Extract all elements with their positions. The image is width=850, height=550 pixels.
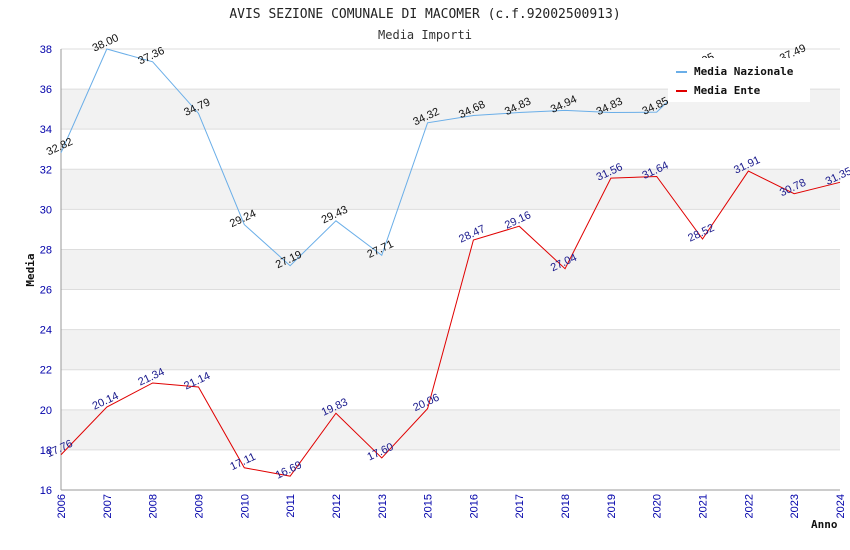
legend: Media Nazionale Media Ente <box>668 58 810 102</box>
x-tick-label: 2021 <box>698 494 710 518</box>
y-tick-label: 18 <box>40 445 52 457</box>
x-tick-label: 2008 <box>148 494 160 518</box>
legend-label-media-ente: Media Ente <box>694 84 761 97</box>
x-tick-label: 2020 <box>652 494 664 518</box>
y-tick-label: 22 <box>40 365 52 377</box>
y-tick-label: 36 <box>40 84 52 96</box>
grid-bands <box>61 89 840 450</box>
x-tick-label: 2013 <box>377 494 389 518</box>
data-label: 37.36 <box>136 45 166 68</box>
x-tick-label: 2011 <box>285 494 297 518</box>
x-axis-label: Anno <box>811 518 838 531</box>
y-tick-label: 28 <box>40 244 52 256</box>
data-label: 20.14 <box>91 390 121 413</box>
y-tick-label: 16 <box>40 485 52 497</box>
x-tick-label: 2024 <box>835 494 847 518</box>
x-tick-label: 2022 <box>743 494 755 518</box>
data-label: 28.47 <box>457 223 487 246</box>
y-tick-label: 38 <box>40 44 52 56</box>
data-label: 29.24 <box>228 208 258 231</box>
y-tick-label: 20 <box>40 405 52 417</box>
data-label: 16.69 <box>274 459 304 482</box>
axes <box>60 49 840 491</box>
grid-band <box>61 169 840 210</box>
series-line-media-ente <box>60 170 841 477</box>
x-tick-label: 2023 <box>789 494 801 518</box>
x-tick-label: 2010 <box>239 494 251 518</box>
x-tick-label: 2007 <box>102 494 114 518</box>
y-tick-label: 32 <box>40 164 52 176</box>
y-tick-label: 26 <box>40 285 52 297</box>
data-label: 17.76 <box>45 438 75 461</box>
x-tick-labels: 2006 2007 2008 2009 2010 2011 2012 2013 2015 2016… <box>56 494 847 518</box>
x-tick-label: 2016 <box>468 494 480 518</box>
grid-band <box>61 249 840 290</box>
y-tick-label: 34 <box>40 124 52 136</box>
data-label: 32.82 <box>45 136 75 159</box>
data-label: 29.16 <box>503 209 533 232</box>
legend-box <box>668 58 810 102</box>
grid-band <box>61 409 840 450</box>
y-tick-label: 30 <box>40 204 52 216</box>
y-tick-labels: 16 18 20 22 24 26 28 30 32 34 36 38 <box>40 44 52 497</box>
y-axis-label: Media <box>24 253 37 286</box>
x-tick-label: 2006 <box>56 494 68 518</box>
x-tick-label: 2018 <box>560 494 572 518</box>
x-tick-label: 2019 <box>606 494 618 518</box>
data-label: 28.52 <box>686 222 716 245</box>
y-tick-label: 24 <box>40 325 52 337</box>
x-tick-label: 2017 <box>514 494 526 518</box>
legend-label-media-nazionale: Media Nazionale <box>694 65 794 78</box>
chart-subtitle: Media Importi <box>378 28 472 42</box>
grid-band <box>61 329 840 370</box>
x-tick-label: 2015 <box>423 494 435 518</box>
x-tick-label: 2012 <box>331 494 343 518</box>
chart-title: AVIS SEZIONE COMUNALE DI MACOMER (c.f.92… <box>229 7 620 22</box>
data-label: 21.14 <box>182 370 212 393</box>
x-tick-label: 2009 <box>193 494 205 518</box>
